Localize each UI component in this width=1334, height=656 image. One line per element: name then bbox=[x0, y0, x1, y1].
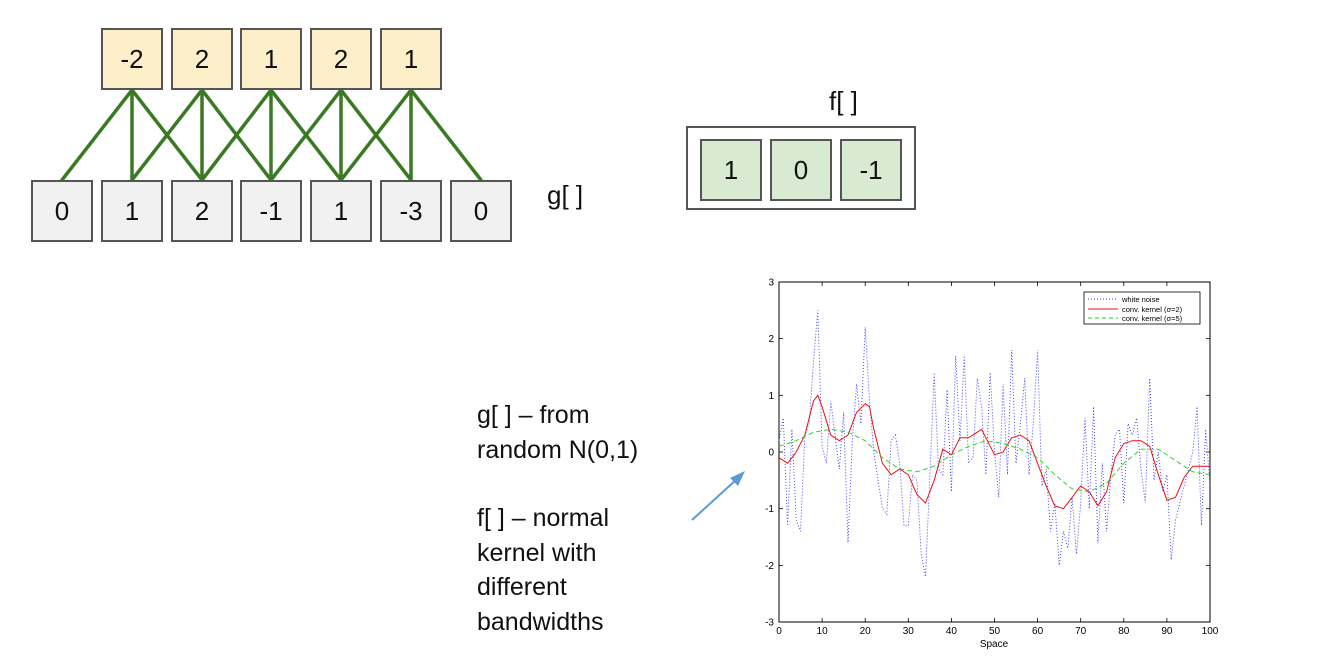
pointer-arrow bbox=[691, 471, 745, 521]
x-axis-label: Space bbox=[980, 639, 1009, 650]
series-line-2 bbox=[778, 428, 1211, 493]
desc-line-4: kernel with bbox=[477, 538, 597, 567]
y-tick-label: 1 bbox=[768, 391, 774, 402]
input-cell-1: 1 bbox=[101, 180, 163, 242]
connection-line bbox=[130, 88, 204, 182]
desc-line-1: g[ ] – from bbox=[477, 401, 590, 429]
desc-line-2: random N(0,1) bbox=[477, 435, 639, 464]
input-cell-5: -3 bbox=[380, 180, 442, 242]
connection-line bbox=[60, 88, 134, 182]
y-tick-label: -2 bbox=[765, 561, 774, 572]
connection-line bbox=[269, 88, 343, 182]
series-line-0 bbox=[778, 310, 1211, 577]
x-tick-label: 40 bbox=[946, 626, 958, 637]
noise-convolution-chart: 0 10 20 30 40 50 60 70 80 90 100 -3 -2 -1 0 1 2 3 Space w… bbox=[765, 278, 1219, 651]
input-cell-6: 0 bbox=[450, 180, 512, 242]
x-tick-label: 30 bbox=[903, 626, 915, 637]
legend-label-sigma5: conv. kernel (σ=5) bbox=[1122, 314, 1183, 323]
desc-line-3: f[ ] – normal bbox=[477, 504, 609, 532]
connection-lines bbox=[60, 88, 483, 182]
input-cell-2: 2 bbox=[171, 180, 233, 242]
x-tick-label: 100 bbox=[1202, 626, 1219, 637]
input-cell-3: -1 bbox=[240, 180, 302, 242]
desc-line-6: bandwidths bbox=[477, 607, 604, 636]
legend-label-sigma2: conv. kernel (σ=2) bbox=[1122, 305, 1183, 314]
output-cell-0: -2 bbox=[101, 28, 163, 90]
connection-line bbox=[339, 88, 413, 182]
output-cell-1: 2 bbox=[171, 28, 233, 90]
desc-line-5: different bbox=[477, 573, 567, 601]
y-tick-label: -1 bbox=[765, 504, 774, 515]
legend-box bbox=[1083, 291, 1201, 325]
connection-line bbox=[409, 88, 483, 182]
kernel-cell-0: 1 bbox=[700, 139, 762, 201]
input-cell-0: 0 bbox=[31, 180, 93, 242]
description-text: g[ ] – from random N(0,1) f[ ] – normal … bbox=[477, 398, 697, 639]
x-tick-label: 50 bbox=[989, 626, 1001, 637]
series-layer bbox=[778, 310, 1211, 577]
output-cell-4: 1 bbox=[380, 28, 442, 90]
y-tick-label: 3 bbox=[768, 278, 774, 289]
x-tick-label: 80 bbox=[1118, 626, 1130, 637]
legend-label-white-noise: white noise bbox=[1121, 295, 1160, 304]
legend: white noise conv. kernel (σ=2) conv. ker… bbox=[1083, 291, 1201, 325]
x-tick-label: 20 bbox=[860, 626, 872, 637]
y-tick-label: 0 bbox=[768, 448, 774, 459]
y-tick-label: 2 bbox=[768, 334, 774, 345]
x-tick-label: 90 bbox=[1161, 626, 1173, 637]
kernel-cell-2: -1 bbox=[840, 139, 902, 201]
g-label: g[ ] bbox=[547, 180, 584, 210]
series-line-1 bbox=[778, 394, 1210, 510]
x-tick-label: 0 bbox=[776, 626, 782, 637]
x-tick-label: 70 bbox=[1075, 626, 1087, 637]
input-cell-4: 1 bbox=[310, 180, 372, 242]
axis-ticks: 0 10 20 30 40 50 60 70 80 90 100 -3 -2 -1 0 1 2 3 bbox=[765, 278, 1219, 638]
connection-line bbox=[200, 88, 273, 182]
output-cell-3: 2 bbox=[310, 28, 372, 90]
x-tick-label: 10 bbox=[817, 626, 829, 637]
x-tick-label: 60 bbox=[1032, 626, 1044, 637]
y-tick-label: -3 bbox=[765, 618, 774, 629]
f-label: f[ ] bbox=[829, 86, 858, 116]
kernel-cell-1: 0 bbox=[770, 139, 832, 201]
output-cell-2: 1 bbox=[240, 28, 302, 90]
